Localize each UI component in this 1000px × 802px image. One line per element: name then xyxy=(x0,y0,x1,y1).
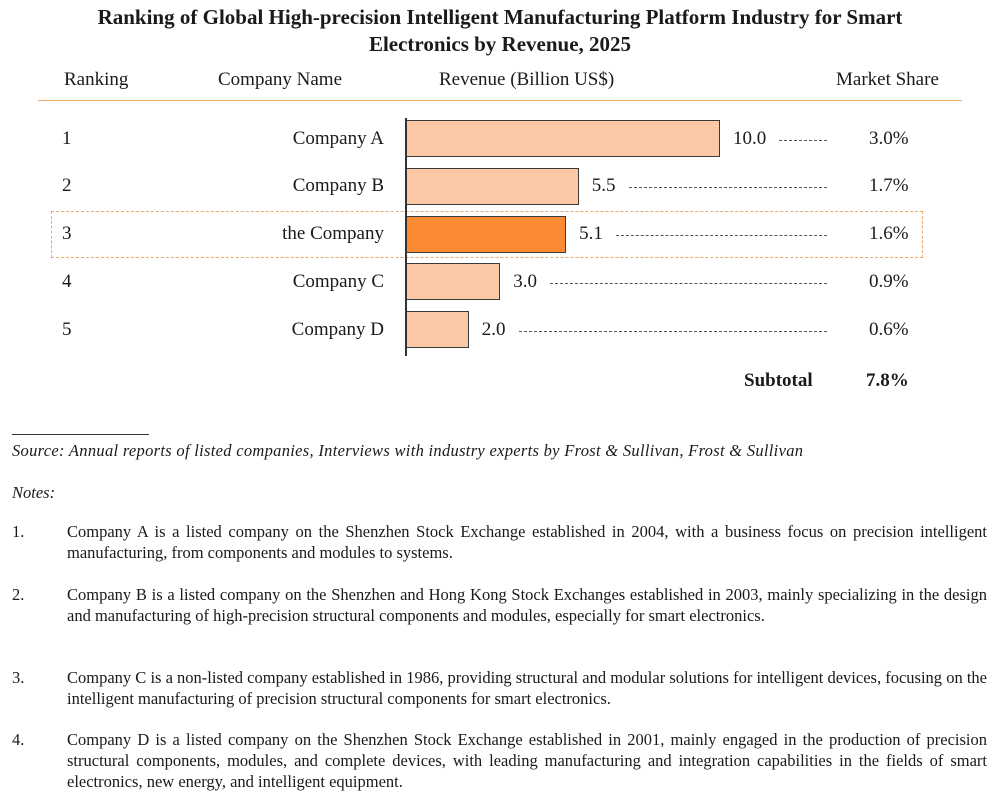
title-line-1: Ranking of Global High-precision Intelli… xyxy=(97,5,903,29)
leader-line xyxy=(615,235,827,236)
note-number: 4. xyxy=(12,730,25,749)
rank-label: 5 xyxy=(62,318,72,340)
market-share-label: 1.6% xyxy=(869,223,909,244)
company-name: the Company xyxy=(282,223,384,244)
market-share-label: 3.0% xyxy=(869,127,909,149)
rank-label: 3 xyxy=(62,223,72,244)
company-name: Company B xyxy=(292,175,384,197)
chart-title: Ranking of Global High-precision Intelli… xyxy=(0,4,1000,58)
note-text: Company D is a listed company on the She… xyxy=(67,730,987,791)
market-share-label: 0.9% xyxy=(869,270,909,292)
value-label: 2.0 xyxy=(481,318,506,340)
note-text: Company A is a listed company on the She… xyxy=(67,522,987,562)
subtotal-label: Subtotal xyxy=(744,370,813,391)
rank-label: 4 xyxy=(62,270,72,292)
note-number: 1. xyxy=(12,522,25,541)
notes-label: Notes: xyxy=(12,483,56,502)
company-name: Company D xyxy=(291,318,384,340)
header-company-name: Company Name xyxy=(218,69,343,90)
note-number: 2. xyxy=(12,585,25,604)
rank-label: 2 xyxy=(62,175,72,197)
value-label: 5.1 xyxy=(579,223,603,244)
value-label: 3.0 xyxy=(513,270,537,292)
value-label: 10.0 xyxy=(733,127,767,149)
bar xyxy=(406,311,469,348)
bar xyxy=(406,167,579,205)
bar xyxy=(406,263,501,301)
leader-line xyxy=(518,330,827,332)
note-text: Company C is a non-listed company establ… xyxy=(67,668,987,708)
subtotal-value: 7.8% xyxy=(866,370,909,391)
note-text: Company B is a listed company on the She… xyxy=(67,585,987,625)
header-rule xyxy=(38,100,962,101)
leader-line xyxy=(628,187,827,189)
title-line-2: Electronics by Revenue, 2025 xyxy=(368,32,632,56)
market-share-label: 0.6% xyxy=(869,318,909,340)
header-revenue: Revenue (Billion US$) xyxy=(439,69,615,90)
header-ranking: Ranking xyxy=(64,69,129,90)
value-label: 5.5 xyxy=(591,175,616,197)
header-market-share: Market Share xyxy=(836,69,939,90)
source-rule xyxy=(12,434,149,435)
leader-line xyxy=(779,139,827,141)
leader-line xyxy=(550,282,827,284)
rank-label: 1 xyxy=(62,127,72,149)
note-number: 3. xyxy=(12,668,25,687)
company-name: Company A xyxy=(292,127,384,149)
bar xyxy=(406,120,720,157)
bar xyxy=(406,215,567,253)
market-share-label: 1.7% xyxy=(869,175,909,197)
company-name: Company C xyxy=(292,270,384,292)
y-axis-line xyxy=(405,118,407,356)
source-text: Source: Annual reports of listed compani… xyxy=(12,441,804,460)
highlight-box xyxy=(51,210,923,258)
